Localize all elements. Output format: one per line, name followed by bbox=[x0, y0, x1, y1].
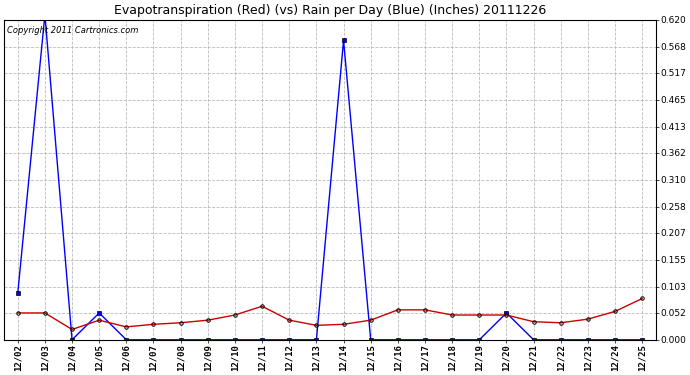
Title: Evapotranspiration (Red) (vs) Rain per Day (Blue) (Inches) 20111226: Evapotranspiration (Red) (vs) Rain per D… bbox=[114, 4, 546, 17]
Text: Copyright 2011 Cartronics.com: Copyright 2011 Cartronics.com bbox=[8, 26, 139, 35]
